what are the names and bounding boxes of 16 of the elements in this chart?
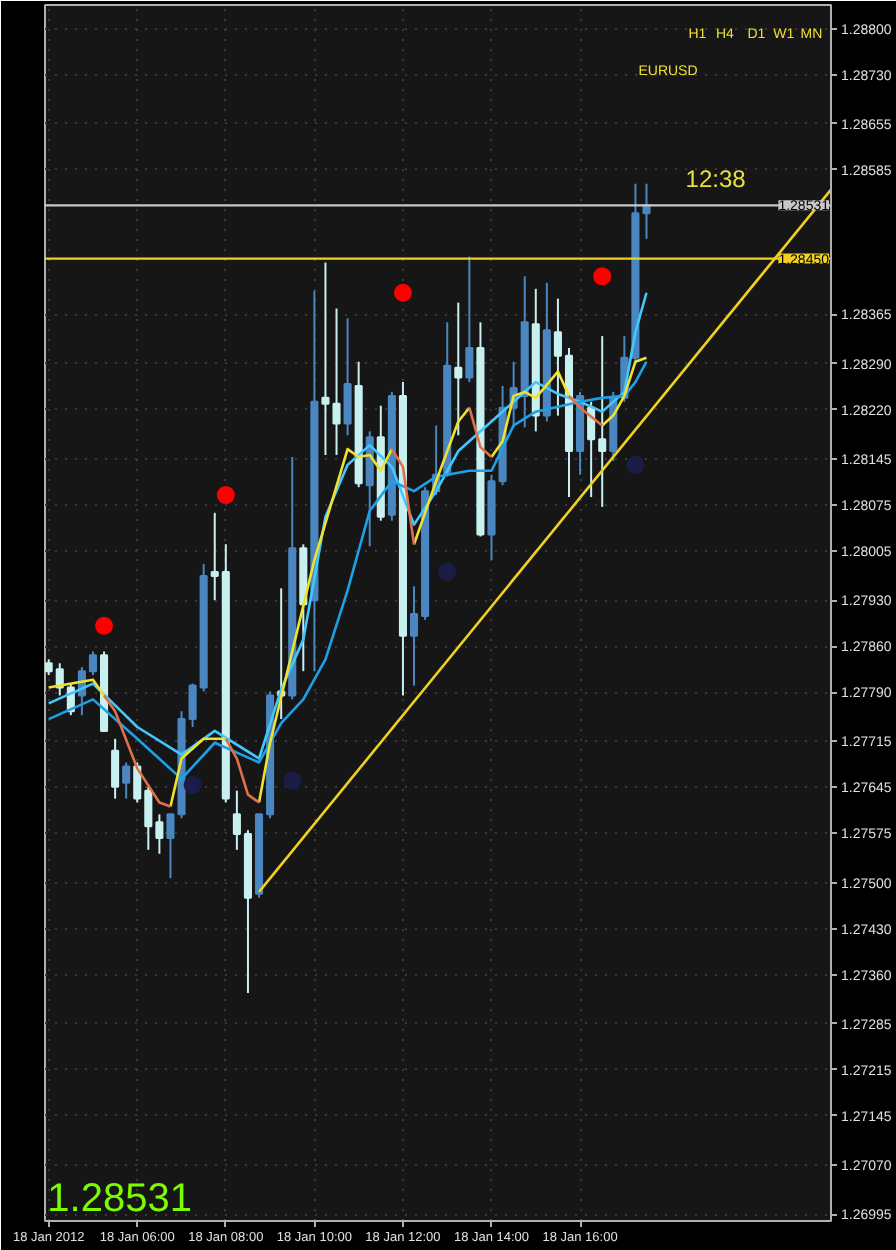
candlestick — [465, 255, 474, 384]
annotation: 1.28531 — [47, 1177, 192, 1222]
point — [216, 486, 235, 505]
point — [626, 455, 645, 474]
line-series — [47, 291, 648, 760]
point — [438, 562, 457, 581]
point — [393, 283, 412, 302]
annotation: 12:38 — [685, 165, 747, 194]
point — [593, 267, 612, 286]
point — [95, 616, 114, 635]
candlestick — [111, 737, 120, 800]
point — [183, 775, 202, 794]
candlestick — [454, 301, 463, 437]
candlestick — [122, 761, 131, 800]
candlestick — [343, 317, 352, 437]
point — [283, 771, 302, 790]
